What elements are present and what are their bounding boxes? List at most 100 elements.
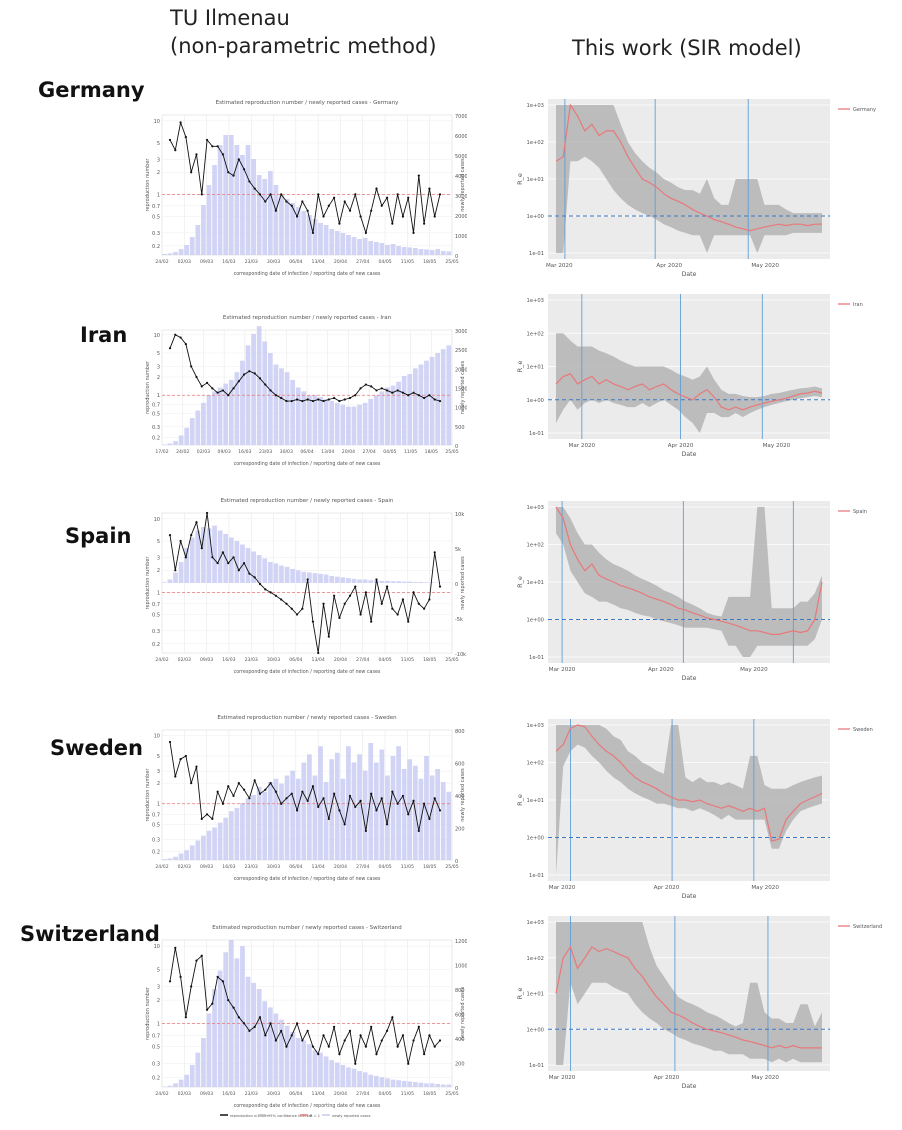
country-label-germany: Germany: [38, 78, 145, 102]
cases-tick-label: 2000: [455, 214, 467, 220]
sir-legend-label: Germany: [853, 107, 876, 113]
r-point: [385, 823, 389, 826]
x-tick-label: 23/03: [245, 1091, 258, 1097]
case-bar: [279, 1019, 284, 1087]
r-point: [237, 569, 240, 572]
x-tick-label: 09/03: [200, 864, 213, 870]
case-bar: [446, 791, 452, 860]
r-point: [317, 651, 320, 655]
case-bar: [357, 1071, 362, 1087]
cases-tick-label: 400: [455, 1037, 465, 1043]
r-point: [285, 399, 288, 403]
r-point: [396, 389, 399, 392]
case-bar: [385, 775, 390, 860]
r-point: [195, 959, 198, 962]
r-point: [264, 200, 267, 203]
sir-y-tick-label: 1e+01: [527, 992, 544, 998]
r-point: [190, 171, 193, 174]
sir-xlabel: Date: [682, 271, 697, 278]
cases-tick-label: 0: [455, 582, 458, 588]
case-bar: [273, 185, 279, 255]
r-point: [380, 602, 383, 605]
r-point: [433, 551, 436, 554]
sir-y-tick-label: 1e-01: [529, 431, 544, 437]
case-bar: [340, 404, 346, 445]
tu-ylabel-right: newly reported cases: [460, 158, 466, 212]
cases-tick-label: 0: [455, 444, 458, 450]
r-tick-label: 0.7: [152, 1033, 160, 1039]
x-tick-label: 27/04: [363, 449, 376, 455]
r-point: [423, 222, 426, 225]
x-tick-label: 25/05: [445, 1091, 458, 1097]
r-point: [417, 1025, 420, 1028]
r-point: [190, 985, 193, 988]
r-point: [237, 782, 240, 785]
r-point: [433, 398, 436, 401]
r-point: [433, 1045, 436, 1048]
sir-x-tick-label: May 2020: [751, 1075, 779, 1081]
r-point: [301, 607, 304, 610]
case-bar: [284, 566, 290, 583]
x-tick-label: 20/04: [334, 864, 347, 870]
case-bar: [228, 940, 234, 1087]
x-tick-label: 18/05: [423, 657, 436, 663]
case-bar: [396, 381, 401, 445]
case-bar: [234, 808, 240, 860]
case-bar: [201, 527, 206, 583]
cases-tick-label: 500: [455, 425, 465, 431]
x-tick-label: 24/02: [176, 449, 189, 455]
x-tick-label: 09/03: [218, 449, 231, 455]
case-bar: [301, 571, 307, 583]
r-point: [311, 1045, 315, 1048]
sir-confidence-band: [556, 105, 822, 253]
r-point: [348, 1029, 352, 1032]
x-tick-label: 11/05: [404, 449, 417, 455]
x-tick-label: 06/04: [289, 259, 302, 265]
case-bar: [295, 570, 301, 583]
case-bar: [357, 239, 362, 255]
r-point: [179, 539, 182, 543]
case-bar: [228, 811, 234, 860]
r-point: [412, 799, 415, 802]
r-point: [168, 980, 172, 983]
case-bar: [295, 387, 301, 445]
r-point: [227, 999, 230, 1002]
r-tick-label: 0.5: [152, 1045, 160, 1051]
r-point: [253, 372, 256, 375]
country-label-spain: Spain: [65, 524, 132, 548]
case-bar: [256, 326, 262, 445]
r-tick-label: 5: [157, 351, 160, 357]
case-bar: [195, 840, 201, 860]
r-point: [184, 343, 187, 346]
r-series-line: [169, 947, 441, 1064]
r-point: [333, 594, 336, 597]
sir-y-tick-label: 1e+00: [527, 1027, 544, 1033]
x-tick-label: 02/03: [178, 259, 191, 265]
sir-x-tick-label: Mar 2020: [569, 443, 596, 449]
x-tick-label: 06/04: [289, 864, 302, 870]
r-point: [232, 387, 235, 390]
case-bar: [245, 548, 251, 583]
r-tick-label: 5: [157, 539, 160, 545]
r-point: [438, 809, 442, 812]
r-point: [322, 1034, 325, 1037]
case-bar: [418, 364, 424, 445]
r-point: [205, 138, 209, 142]
r-point: [301, 399, 304, 403]
r-point: [243, 562, 246, 565]
r-point: [280, 1029, 283, 1032]
cases-tick-label: 200: [455, 1062, 465, 1068]
case-bar: [424, 249, 429, 255]
cases-tick-label: 400: [455, 794, 465, 800]
x-tick-label: 02/03: [178, 864, 191, 870]
r-point: [211, 387, 214, 390]
r-point: [343, 398, 346, 401]
case-bar: [323, 399, 329, 445]
case-bar: [167, 1085, 173, 1087]
r-point: [274, 394, 277, 397]
r-point: [184, 754, 187, 758]
r-point: [221, 153, 225, 156]
r-point: [237, 158, 240, 161]
x-tick-label: 16/03: [222, 657, 235, 663]
cases-tick-label: -5k: [455, 617, 463, 623]
